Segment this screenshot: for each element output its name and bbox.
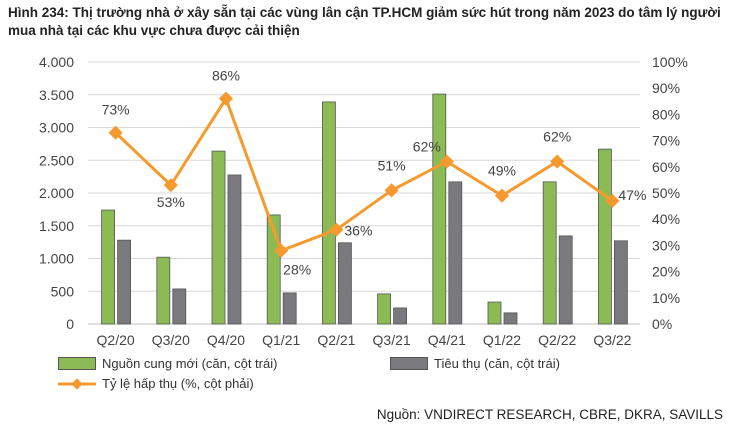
source-note: Nguồn: VNDIRECT RESEARCH, CBRE, DKRA, SA…: [376, 407, 723, 422]
bar-sales: [558, 235, 573, 325]
x-axis-tick: Q2/22: [538, 332, 576, 348]
data-label: 86%: [212, 68, 240, 84]
right-axis-tick: 60%: [652, 159, 680, 175]
left-axis-tick: 4.000: [39, 54, 74, 70]
absorption-line: [114, 95, 614, 253]
right-axis-tick: 30%: [652, 237, 680, 253]
x-axis-tick: Q1/22: [483, 332, 521, 348]
right-axis-tick: 40%: [652, 211, 680, 227]
x-axis-tick: Q2/20: [97, 332, 135, 348]
bar-supply: [487, 301, 502, 325]
absorption-point: [218, 91, 234, 106]
absorption-point: [274, 243, 289, 258]
left-axis-tick: 3.000: [39, 120, 74, 136]
absorption-point: [108, 125, 123, 140]
x-axis-tick: Q1/21: [262, 332, 300, 348]
data-label: 47%: [618, 187, 646, 203]
bar-sales: [614, 240, 628, 325]
data-label: 36%: [344, 223, 372, 239]
legend-label-absorption: Tỷ lệ hấp thụ (%, cột phải): [102, 376, 254, 391]
right-axis-tick: 80%: [652, 106, 680, 122]
data-label: 51%: [378, 157, 406, 173]
right-axis-tick: 10%: [652, 290, 680, 306]
legend-item-absorption: Tỷ lệ hấp thụ (%, cột phải): [58, 376, 254, 391]
x-axis-tick: Q3/21: [373, 332, 411, 348]
right-axis-tick: 90%: [652, 80, 680, 96]
legend-label-sales: Tiêu thụ (căn, cột trái): [434, 356, 560, 371]
bar-supply: [598, 148, 612, 325]
data-label: 62%: [413, 139, 441, 155]
x-axis-tick: Q2/21: [317, 332, 355, 348]
bar-sales: [503, 312, 518, 325]
left-axis-tick: 2.000: [39, 185, 74, 201]
bar-sales: [117, 239, 131, 325]
bar-sales: [448, 181, 463, 325]
legend-item-supply: Nguồn cung mới (căn, cột trái): [58, 356, 277, 371]
absorption-point: [439, 154, 454, 169]
left-axis-tick: 1.000: [39, 251, 74, 267]
absorption-point: [605, 193, 620, 208]
x-axis-tick: Q3/22: [593, 332, 631, 348]
bar-supply: [377, 293, 392, 325]
right-axis-tick: 100%: [652, 54, 688, 70]
absorption-point: [329, 222, 344, 237]
right-axis-tick: 0%: [652, 316, 672, 332]
left-axis-tick: 500: [51, 283, 75, 299]
absorption-point: [494, 188, 510, 203]
bar-sales: [172, 288, 187, 325]
bar-sales: [227, 174, 242, 325]
bar-sales: [282, 292, 297, 325]
bar-supply: [321, 101, 336, 325]
right-axis-tick: 50%: [652, 185, 680, 201]
bar-sales: [393, 307, 408, 325]
legend-swatch-supply: [58, 357, 96, 370]
right-axis-tick: 20%: [652, 264, 680, 280]
left-axis-tick: 2.500: [39, 152, 74, 168]
legend-line-marker: [58, 377, 96, 390]
absorption-point: [384, 183, 399, 198]
left-axis-tick: 1.500: [39, 218, 74, 234]
x-axis-tick: Q3/20: [152, 332, 190, 348]
bar-supply: [542, 181, 557, 325]
legend-label-supply: Nguồn cung mới (căn, cột trái): [102, 356, 278, 371]
bar-supply: [101, 209, 115, 325]
left-axis-tick: 3.500: [39, 87, 74, 103]
legend-item-sales: Tiêu thụ (căn, cột trái): [390, 356, 560, 371]
figure-title: Hình 234: Thị trường nhà ở xây sẵn tại c…: [8, 5, 721, 38]
x-axis-tick: Q4/20: [207, 332, 245, 348]
bar-supply: [432, 93, 447, 325]
data-label: 73%: [102, 102, 130, 118]
x-axis-tick: Q4/21: [428, 332, 466, 348]
data-label: 62%: [543, 129, 571, 145]
data-label: 53%: [157, 194, 185, 210]
bar-supply: [211, 150, 226, 325]
right-axis-tick: 70%: [652, 133, 680, 149]
absorption-point: [163, 178, 178, 193]
data-label: 28%: [283, 262, 311, 278]
bar-sales: [337, 242, 352, 325]
left-axis-tick: 0: [66, 316, 74, 332]
data-label: 49%: [488, 163, 516, 179]
legend-swatch-sales: [390, 357, 428, 370]
bar-supply: [156, 256, 171, 325]
absorption-point: [550, 154, 565, 169]
